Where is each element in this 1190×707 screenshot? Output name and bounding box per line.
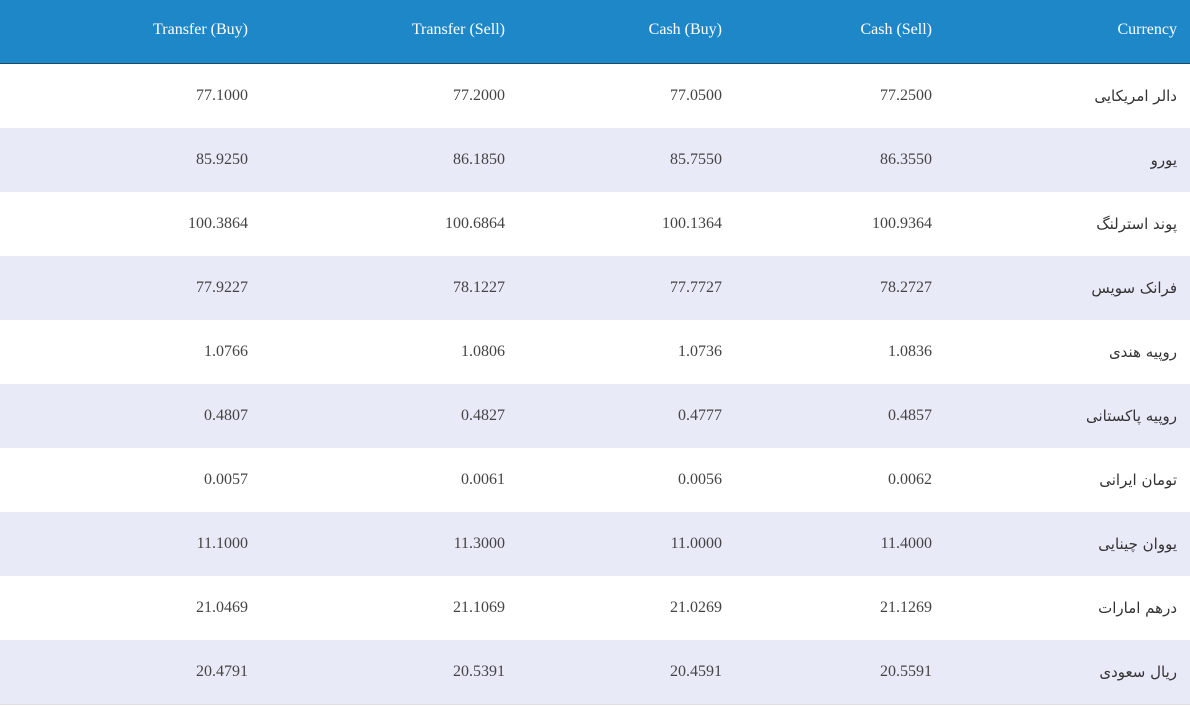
table-row: 100.3864 100.6864 100.1364 100.9364 پوند است… — [0, 192, 1190, 256]
header-row: Transfer (Buy) Transfer (Sell) Cash (Buy) C… — [0, 0, 1190, 64]
header-cell: Transfer (Buy) — [153, 21, 248, 38]
currency-name: تومان ایرانی — [1099, 471, 1177, 489]
currency-name: دالر امریکایی — [1094, 87, 1177, 105]
currency-name: یووان چینایی — [1098, 535, 1177, 553]
rate-cell: 11.3000 — [453, 535, 505, 552]
header-cell: Cash (Sell) — [860, 21, 932, 38]
rate-cell: 86.3550 — [880, 151, 932, 168]
rate-cell: 11.1000 — [196, 535, 248, 552]
rate-cell: 100.9364 — [872, 215, 932, 232]
currency-name: یورو — [1150, 151, 1177, 169]
header-cell: Transfer (Sell) — [411, 21, 505, 38]
table-row: 11.1000 11.3000 11.0000 11.4000 یووان چینایی — [0, 512, 1190, 576]
currency-name: پوند استرلنگ — [1096, 215, 1177, 233]
rate-cell: 77.0500 — [670, 87, 722, 104]
currency-name: روپیه هندی — [1108, 343, 1177, 361]
rate-cell: 85.9250 — [196, 151, 248, 168]
rate-cell: 21.1269 — [880, 599, 932, 616]
rate-cell: 77.2500 — [880, 87, 932, 104]
header-cell: Cash (Buy) — [648, 21, 722, 38]
rate-cell: 86.1850 — [453, 151, 505, 168]
rate-cell: 20.4591 — [670, 663, 722, 680]
table-row: 0.4807 0.4827 0.4777 0.4857 روپیه پاکستانی — [0, 384, 1190, 448]
rate-cell: 100.3864 — [188, 215, 248, 232]
rate-cell: 20.4791 — [196, 663, 248, 680]
rate-cell: 21.0469 — [196, 599, 248, 616]
rate-cell: 77.1000 — [196, 87, 248, 104]
rate-cell: 11.0000 — [670, 535, 722, 552]
rate-cell: 0.0062 — [888, 471, 932, 488]
table-row: 21.0469 21.1069 21.0269 21.1269 درهم امارات — [0, 576, 1190, 640]
rate-cell: 78.1227 — [453, 279, 505, 296]
table-row: 77.1000 77.2000 77.0500 77.2500 دالر امریکای… — [0, 64, 1190, 128]
currency-name: ریال سعودی — [1099, 663, 1177, 681]
rate-cell: 0.4777 — [678, 407, 722, 424]
rate-cell: 1.0836 — [888, 343, 932, 360]
rate-cell: 1.0736 — [678, 343, 722, 360]
rate-cell: 0.0057 — [204, 471, 248, 488]
rate-cell: 77.2000 — [453, 87, 505, 104]
rate-cell: 1.0806 — [461, 343, 505, 360]
rate-cell: 85.7550 — [670, 151, 722, 168]
rate-cell: 1.0766 — [204, 343, 248, 360]
rate-cell: 21.1069 — [453, 599, 505, 616]
table-row: 77.9227 78.1227 77.7727 78.2727 فرانک سویس — [0, 256, 1190, 320]
rate-cell: 77.7727 — [670, 279, 722, 296]
rate-cell: 100.1364 — [662, 215, 722, 232]
table-row: 0.0057 0.0061 0.0056 0.0062 تومان ایرانی — [0, 448, 1190, 512]
rate-cell: 20.5391 — [453, 663, 505, 680]
rate-cell: 0.4827 — [461, 407, 505, 424]
rate-cell: 77.9227 — [196, 279, 248, 296]
table-row: 85.9250 86.1850 85.7550 86.3550 یورو — [0, 128, 1190, 192]
rate-cell: 100.6864 — [445, 215, 505, 232]
rate-cell: 0.0056 — [678, 471, 722, 488]
rate-cell: 0.4857 — [888, 407, 932, 424]
rate-cell: 0.0061 — [461, 471, 505, 488]
bottom-border — [0, 704, 1190, 705]
header-cell: Currency — [1117, 21, 1177, 38]
rate-cell: 78.2727 — [880, 279, 932, 296]
rate-cell: 20.5591 — [880, 663, 932, 680]
rate-cell: 21.0269 — [670, 599, 722, 616]
currency-name: درهم امارات — [1098, 599, 1177, 617]
table-row: 1.0766 1.0806 1.0736 1.0836 روپیه هندی — [0, 320, 1190, 384]
currency-name: فرانک سویس — [1091, 279, 1177, 297]
table-row: 20.4791 20.5391 20.4591 20.5591 ریال سعودی — [0, 640, 1190, 704]
rate-cell: 0.4807 — [204, 407, 248, 424]
currency-name: روپیه پاکستانی — [1085, 407, 1177, 425]
rate-cell: 11.4000 — [880, 535, 932, 552]
